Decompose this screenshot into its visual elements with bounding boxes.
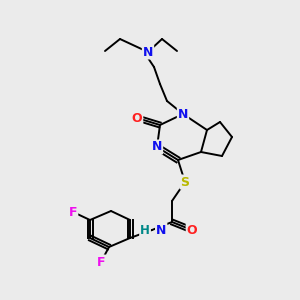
Text: O: O bbox=[187, 224, 197, 236]
Text: F: F bbox=[97, 256, 105, 268]
Text: S: S bbox=[181, 176, 190, 188]
Text: O: O bbox=[132, 112, 142, 124]
Text: H: H bbox=[140, 224, 150, 236]
Text: N: N bbox=[156, 224, 166, 236]
Text: N: N bbox=[143, 46, 153, 59]
Text: F: F bbox=[69, 206, 77, 218]
Text: N: N bbox=[152, 140, 162, 154]
Text: N: N bbox=[178, 107, 188, 121]
